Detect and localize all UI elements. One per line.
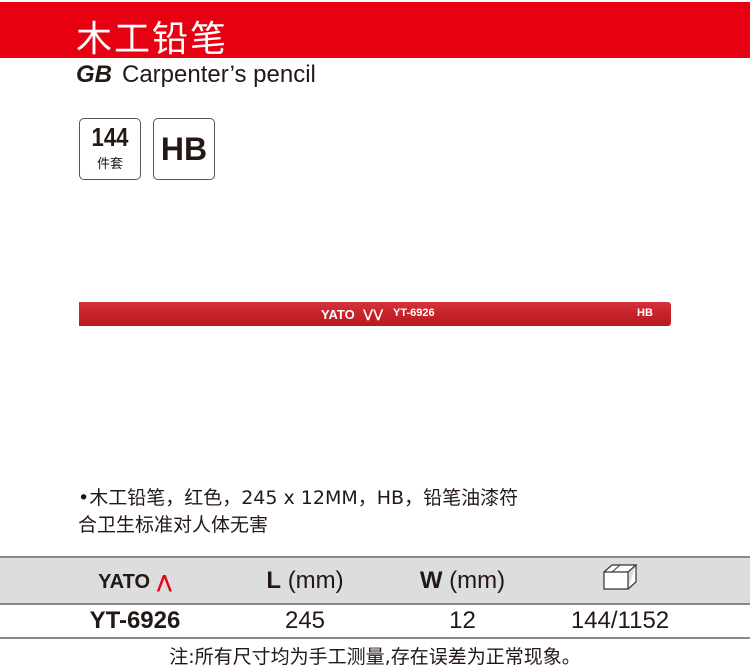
length-header: L (mm)	[210, 567, 400, 595]
width-label: W	[419, 566, 443, 594]
page-title: 木工铅笔	[76, 19, 229, 60]
width-cell: 12	[449, 607, 476, 634]
product-name: Carpenter’s pencil	[122, 61, 316, 88]
width-unit: (mm)	[449, 566, 506, 594]
grade-badge: HB	[153, 118, 215, 180]
standard-label: GB	[76, 61, 112, 88]
pencil-grade: HB	[637, 307, 653, 319]
table-header: YATO ⋀ L (mm) W (mm)	[0, 556, 750, 605]
spec-table: YATO ⋀ L (mm) W (mm) YT-6926 245 12 144/…	[0, 556, 750, 639]
pencil-brand: YATO	[321, 307, 355, 322]
length-cell: 245	[284, 607, 326, 634]
table-row: YT-6926 245 12 144/1152	[0, 605, 750, 639]
pack-cell: 144/1152	[570, 607, 670, 634]
yato-logo-icon: ⋀	[156, 571, 172, 592]
brand-header: YATO ⋀	[60, 567, 210, 595]
grade-value: HB	[160, 131, 208, 167]
yato-logo-icon: ⋁⋁	[363, 307, 384, 321]
footnote: 注:所有尺寸均为手工测量,存在误差为正常现象。	[169, 646, 581, 668]
width-header: W (mm)	[400, 567, 525, 595]
brand-text: YATO	[98, 570, 151, 593]
quantity-badge: 144 件套	[79, 118, 141, 180]
pencil-image: YATO ⋁⋁ YT-6926 HB	[79, 302, 671, 326]
pencil-model: YT-6926	[393, 307, 435, 319]
quantity-value: 144	[91, 122, 129, 152]
length-unit: (mm)	[287, 566, 344, 594]
description: •木工铅笔，红色，245 x 12MM，HB，铅笔油漆符 合卫生标准对人体无害	[78, 485, 518, 539]
model-cell: YT-6926	[89, 607, 181, 634]
quantity-unit: 件套	[96, 157, 123, 172]
subtitle: GB Carpenter’s pencil	[76, 61, 316, 89]
length-label: L	[266, 566, 282, 594]
box-icon	[525, 563, 715, 598]
description-line: 合卫生标准对人体无害	[78, 514, 269, 536]
title-banner: 木工铅笔	[0, 2, 750, 60]
description-line: •木工铅笔，红色，245 x 12MM，HB，铅笔油漆符	[78, 487, 519, 509]
